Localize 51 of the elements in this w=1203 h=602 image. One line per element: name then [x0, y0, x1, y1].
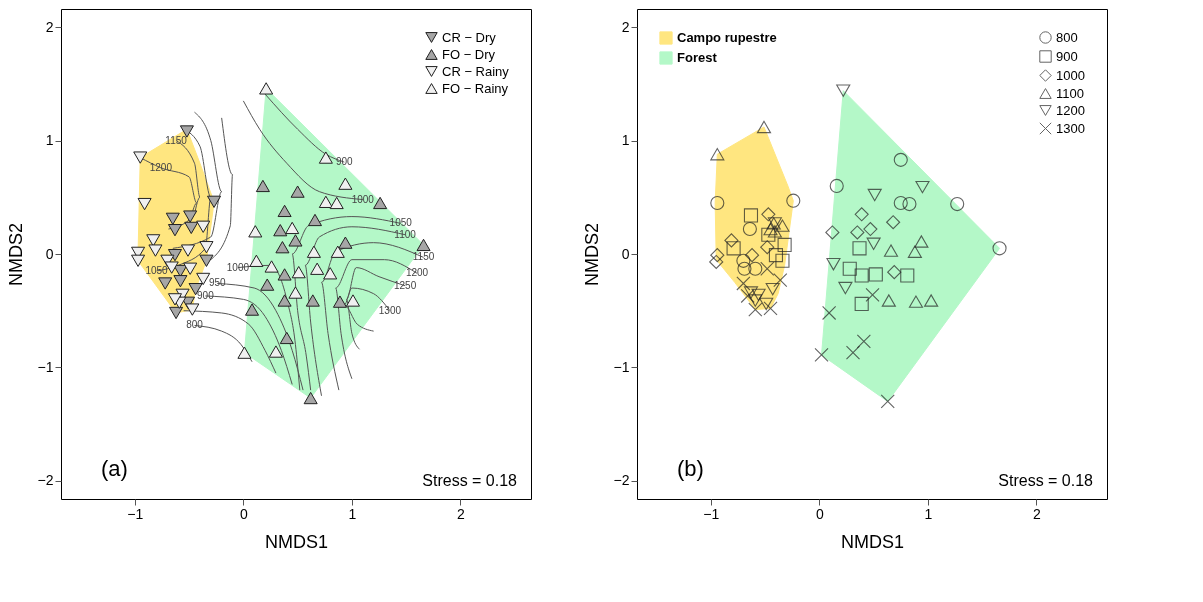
x-tick-label: −1: [127, 505, 144, 522]
y-tick-label: 0: [45, 245, 54, 262]
annotation: 950: [208, 277, 227, 289]
legend-label: Forest: [677, 50, 718, 65]
y-tick-label: 1: [621, 132, 630, 149]
legend-label: CR − Rainy: [442, 63, 510, 79]
x-tick-label: −1: [703, 505, 720, 522]
x-axis-title: NMDS1: [840, 531, 905, 552]
legend-label: FO − Dry: [442, 46, 496, 62]
x-tick-label: 2: [1033, 505, 1042, 522]
y-tick-label: −1: [37, 358, 54, 375]
x-tick-label: 2: [457, 505, 466, 522]
legend-label: 1000: [1056, 67, 1085, 83]
annotation: 900: [197, 289, 215, 301]
y-axis-title: NMDS2: [5, 222, 26, 287]
annotation: 900: [335, 156, 354, 168]
y-tick-label: 2: [45, 18, 54, 35]
annotation: 1200: [405, 267, 429, 279]
x-tick-label: 0: [239, 505, 248, 522]
legend-label: CR − Dry: [442, 29, 497, 45]
y-tick-label: −2: [37, 472, 54, 489]
legend-label: FO − Rainy: [442, 80, 509, 96]
annotation: 800: [186, 319, 204, 331]
y-tick-label: 0: [621, 245, 630, 262]
legend-label: 800: [1056, 29, 1078, 45]
annotation: 1050: [389, 217, 413, 229]
annotation: 1300: [378, 304, 402, 316]
x-tick-label: 1: [924, 505, 933, 522]
x-tick-label: 0: [815, 505, 824, 522]
legend-label: 1200: [1056, 102, 1085, 118]
annotation: (a): [101, 456, 128, 481]
y-tick-label: 2: [621, 18, 630, 35]
y-axis-title: NMDS2: [581, 222, 602, 287]
y-tick-label: −2: [613, 472, 630, 489]
annotation: 1250: [393, 279, 417, 291]
annotation: Stress = 0.18: [998, 472, 1094, 489]
annotation: Stress = 0.18: [422, 472, 518, 489]
annotation: 1150: [412, 251, 435, 263]
x-tick-label: 1: [348, 505, 357, 522]
legend-label: Campo rupestre: [677, 30, 777, 45]
legend-label: 1300: [1056, 120, 1085, 136]
legend-label: 1100: [1056, 85, 1084, 101]
x-axis-title: NMDS1: [264, 531, 329, 552]
annotation: 1100: [394, 228, 417, 240]
annotation: 1050: [145, 265, 169, 277]
annotation: (b): [677, 456, 704, 481]
legend-label: 900: [1056, 48, 1078, 64]
y-tick-label: 1: [45, 132, 54, 149]
annotation: 1000: [351, 193, 375, 205]
annotation: 1000: [226, 261, 250, 273]
y-tick-label: −1: [613, 358, 630, 375]
